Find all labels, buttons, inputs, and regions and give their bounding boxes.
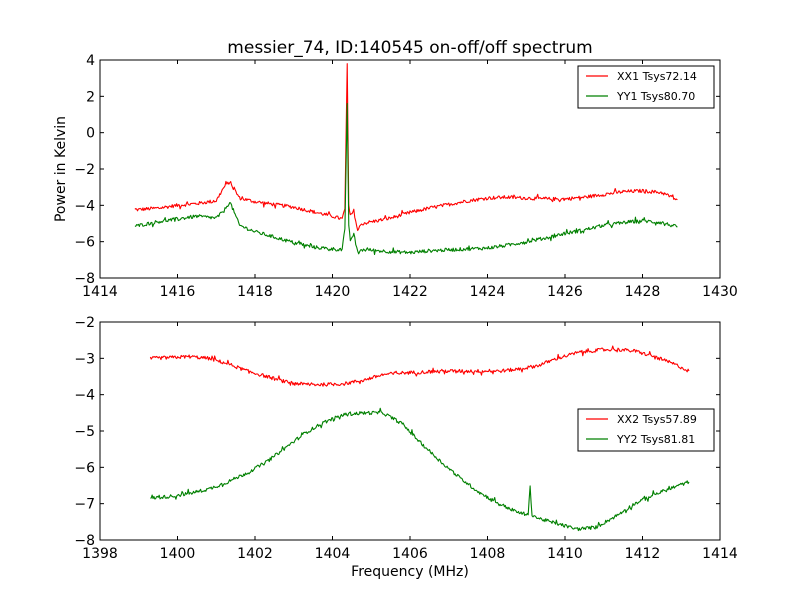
bottom-legend: XX2 Tsys57.89 YY2 Tsys81.81 (577, 408, 715, 452)
y-tick-label: −8 (74, 533, 95, 549)
y-tick-label: −2 (74, 162, 95, 178)
x-tick-label: 1422 (392, 284, 428, 300)
x-tick-label: 1412 (625, 546, 661, 562)
x-tick-label: 1408 (470, 546, 506, 562)
y-tick-label: −4 (74, 198, 95, 214)
bottom-panel-ticks: 1398 1400 1402 1404 1406 1408 1410 1412 1414 −8 −7… (74, 315, 738, 562)
y-tick-label: −6 (74, 235, 95, 251)
x-tick-label: 1414 (82, 284, 118, 300)
x-axis-label: Frequency (MHz) (351, 564, 469, 580)
y-tick-label: −7 (74, 497, 95, 513)
x-tick-label: 1416 (160, 284, 196, 300)
bottom-panel-series (149, 345, 690, 532)
series-line-yy1 (134, 103, 678, 256)
x-tick-label: 1404 (315, 546, 351, 562)
y-axis-label: Power in Kelvin (53, 116, 69, 222)
chart-title: messier_74, ID:140545 on-off/off spectru… (227, 38, 592, 58)
legend-label-xx2: XX2 Tsys57.89 (617, 413, 697, 426)
x-tick-label: 1428 (625, 284, 661, 300)
x-tick-label: 1398 (82, 546, 118, 562)
bottom-panel: 1398 1400 1402 1404 1406 1408 1410 1412 1414 −8 −7… (74, 315, 738, 580)
y-tick-label: −4 (74, 388, 95, 404)
x-tick-label: 1418 (237, 284, 273, 300)
series-line-xx1 (134, 63, 678, 232)
legend-label-xx1: XX1 Tsys72.14 (617, 70, 697, 83)
x-tick-label: 1402 (237, 546, 273, 562)
y-tick-label: −5 (74, 424, 95, 440)
x-tick-label: 1400 (160, 546, 196, 562)
x-tick-label: 1424 (470, 284, 506, 300)
y-tick-label: −8 (74, 271, 95, 287)
top-panel-ticks: 1414 1416 1418 1420 1422 1424 1426 1428 1430 −8 −6… (74, 53, 737, 300)
bottom-legend-box (577, 408, 715, 452)
series-line-yy2 (150, 407, 690, 532)
y-tick-label: 0 (86, 126, 95, 142)
top-panel: 1414 1416 1418 1420 1422 1424 1426 1428 1430 −8 −6… (53, 53, 738, 300)
series-line-xx2 (149, 345, 690, 387)
y-tick-label: −2 (74, 315, 95, 331)
y-tick-label: −3 (74, 351, 95, 367)
top-legend-box (577, 65, 715, 109)
legend-label-yy2: YY2 Tsys81.81 (616, 433, 695, 446)
legend-label-yy1: YY1 Tsys80.70 (616, 90, 695, 103)
x-tick-label: 1414 (702, 546, 738, 562)
y-tick-label: 4 (86, 53, 95, 69)
x-tick-label: 1426 (547, 284, 583, 300)
top-panel-series (134, 63, 678, 256)
y-tick-label: −6 (74, 460, 95, 476)
x-tick-label: 1410 (547, 546, 583, 562)
top-legend: XX1 Tsys72.14 YY1 Tsys80.70 (577, 65, 715, 109)
x-tick-label: 1420 (315, 284, 351, 300)
y-tick-label: 2 (86, 89, 95, 105)
x-tick-label: 1430 (702, 284, 738, 300)
x-tick-label: 1406 (392, 546, 428, 562)
